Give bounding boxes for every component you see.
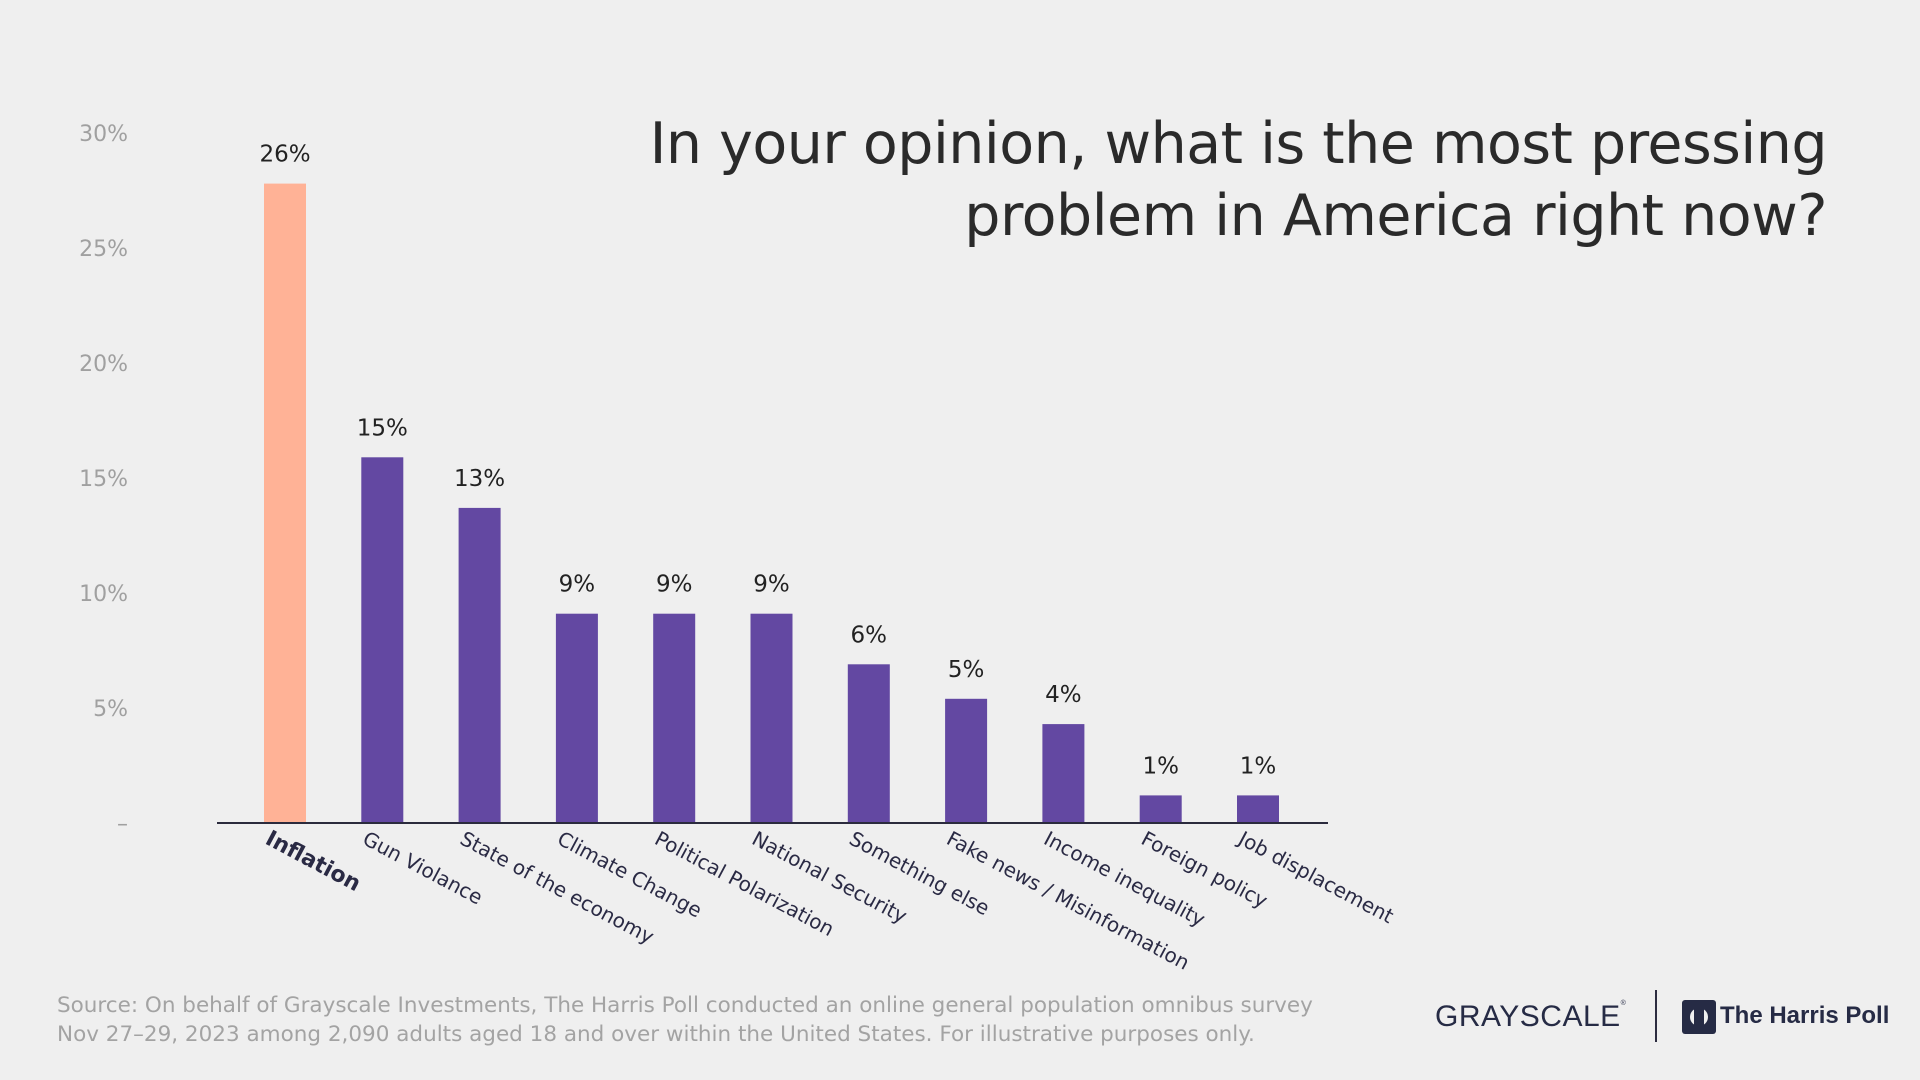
bar-value-label: 9%: [559, 572, 596, 598]
x-tick-label: Political Polarization: [651, 826, 838, 941]
brand-logos: GRAYSCALE® The Harris Poll: [1430, 988, 1890, 1044]
bar: [555, 613, 598, 823]
source-footnote-line-2: Nov 27–29, 2023 among 2,090 adults aged …: [57, 1022, 1255, 1047]
bar: [264, 183, 306, 824]
x-tick-label: Income inequality: [1040, 826, 1209, 931]
bar-value-label: 4%: [1045, 682, 1082, 708]
bar-value-label: 5%: [948, 657, 985, 683]
bar-value-label: 13%: [454, 466, 505, 492]
bar: [1042, 724, 1085, 823]
x-tick-label: Job displacement: [1233, 825, 1398, 928]
grayscale-logo-text: GRAYSCALE: [1435, 1000, 1621, 1033]
grayscale-logo: GRAYSCALE®: [1435, 1000, 1626, 1034]
harris-poll-mark-icon: [1682, 1000, 1716, 1034]
chart-title-line-2: problem in America right now?: [964, 183, 1827, 249]
y-tick-label: –: [117, 812, 128, 837]
y-tick-label: 15%: [79, 467, 128, 492]
grayscale-registered-mark: ®: [1620, 1000, 1627, 1007]
chart-title-line-1: In your opinion, what is the most pressi…: [649, 111, 1828, 177]
bar: [653, 613, 696, 823]
bar: [750, 613, 793, 823]
y-tick-label: 30%: [79, 122, 128, 147]
source-footnote: Source: On behalf of Grayscale Investmen…: [57, 991, 1313, 1049]
bar-value-label: 9%: [656, 572, 693, 598]
y-tick-label: 10%: [79, 582, 128, 607]
bar: [1237, 795, 1279, 823]
logo-divider: [1655, 990, 1657, 1042]
bar: [458, 507, 501, 823]
bar: [1139, 795, 1182, 823]
bar-value-label: 1%: [1142, 753, 1179, 779]
x-tick-label: Inflation: [261, 826, 364, 897]
y-tick-label: 25%: [79, 237, 128, 262]
source-footnote-line-1: Source: On behalf of Grayscale Investmen…: [57, 993, 1313, 1018]
bar: [361, 457, 404, 823]
y-tick-label: 20%: [79, 352, 128, 377]
bar-value-label: 26%: [259, 142, 310, 168]
bar-value-label: 15%: [357, 415, 408, 441]
bar-value-label: 1%: [1240, 753, 1277, 779]
bar-value-label: 6%: [851, 622, 888, 648]
y-tick-label: 5%: [93, 697, 128, 722]
bar-value-label: 9%: [753, 572, 790, 598]
harris-poll-logo: The Harris Poll: [1720, 1002, 1890, 1029]
bar: [945, 698, 988, 823]
chart-title: In your opinion, what is the most pressi…: [627, 108, 1828, 252]
bar: [847, 664, 890, 823]
